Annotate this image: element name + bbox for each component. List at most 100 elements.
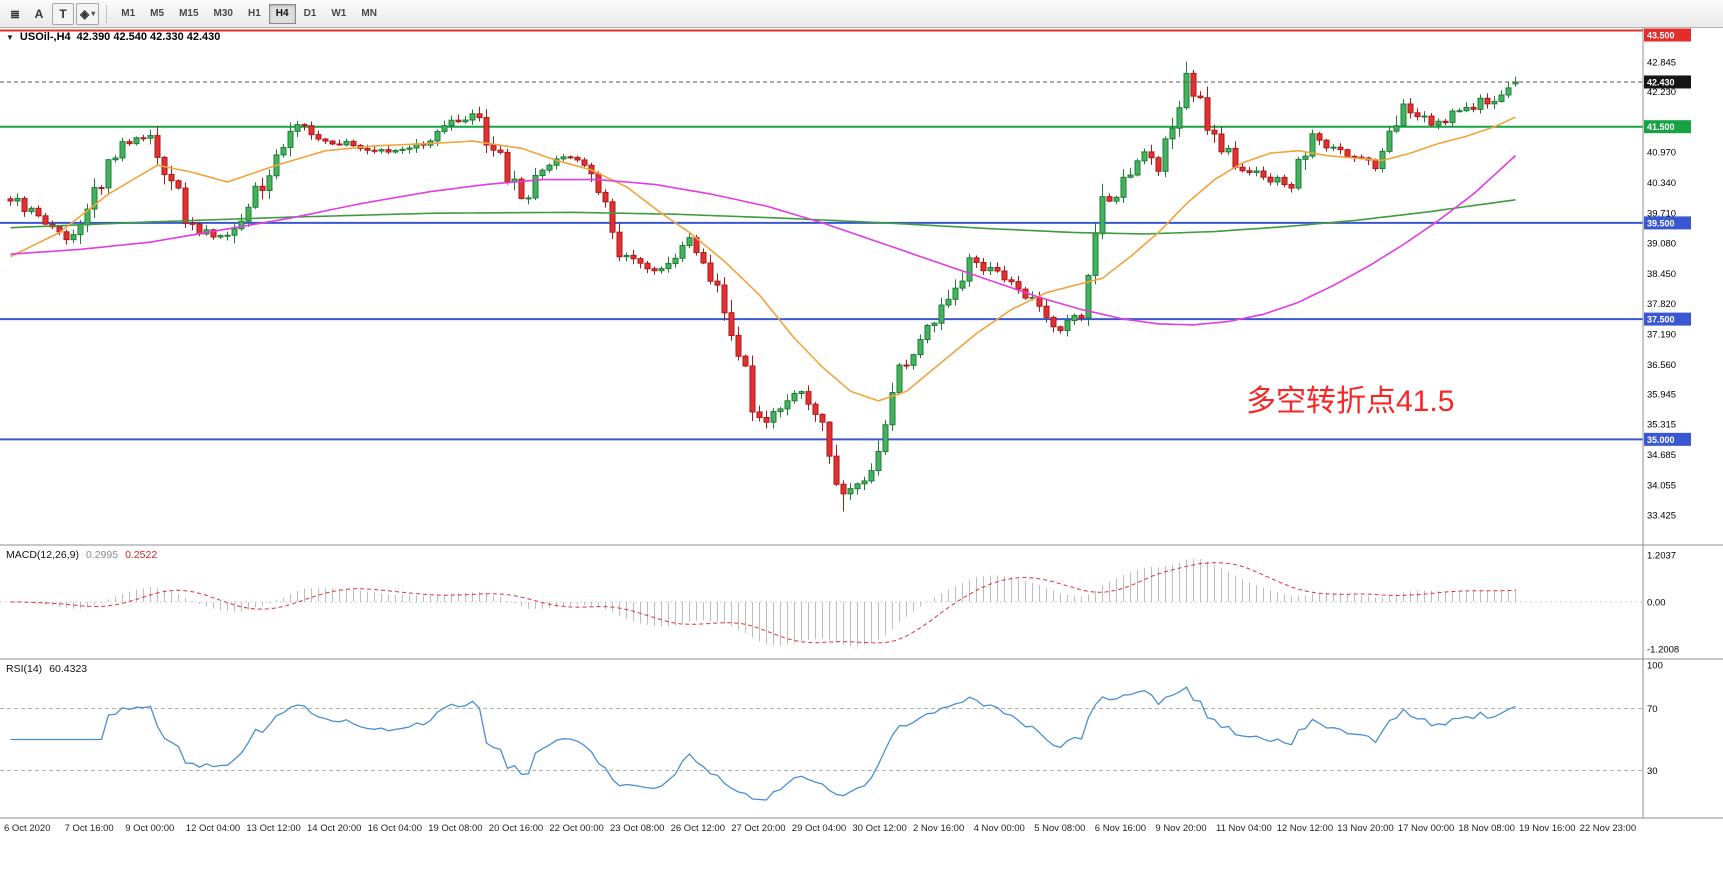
rsi-scale-label: 30 (1647, 766, 1658, 777)
candle (889, 392, 896, 426)
candle (756, 411, 763, 418)
candle (315, 134, 322, 140)
candle (462, 119, 469, 123)
timeframe-w1-button[interactable]: W1 (324, 4, 353, 24)
candle (63, 231, 70, 241)
timeframe-h4-button[interactable]: H4 (268, 3, 296, 24)
candle (1498, 94, 1505, 102)
candle (42, 215, 49, 225)
candle (616, 231, 623, 258)
candle (826, 421, 833, 457)
label-tool-icon[interactable]: T (52, 2, 74, 25)
candle (630, 254, 637, 260)
candle (175, 180, 182, 189)
candle (1253, 170, 1260, 173)
chart-area[interactable]: 42.845 42.230 40.970 40.340 39.710 39.080 38.4… (0, 28, 1723, 896)
timeframe-d1-button[interactable]: D1 (297, 4, 324, 24)
chart-canvas[interactable]: 42.845 42.230 40.970 40.340 39.710 39.080 38.4… (0, 28, 1723, 896)
dropdown-caret-icon: ▾ (91, 9, 96, 18)
current-price-badge (1644, 75, 1691, 89)
candle (1246, 170, 1253, 173)
candle (238, 220, 245, 230)
level-price-badge (1644, 28, 1691, 42)
candle (1372, 159, 1379, 170)
candle (1043, 305, 1050, 318)
candle (1407, 103, 1414, 114)
time-label: 22 Oct 00:00 (549, 823, 603, 834)
symbol-dropdown-icon[interactable]: ▼ (6, 32, 14, 42)
candle (399, 148, 406, 151)
candle (777, 408, 784, 413)
candle (966, 257, 973, 282)
candle (735, 334, 742, 357)
indicator-list-icon[interactable]: ≣ (4, 3, 26, 25)
candle (140, 137, 147, 140)
candle (182, 187, 189, 224)
candle (350, 140, 357, 147)
timeframe-h1-button[interactable]: H1 (241, 4, 268, 24)
candle (1120, 176, 1127, 198)
candle (1190, 72, 1197, 97)
timeframe-m30-button[interactable]: M30 (207, 4, 240, 24)
macd-pane[interactable] (0, 558, 1643, 646)
candle (1267, 176, 1274, 183)
time-label: 20 Oct 16:00 (489, 823, 543, 834)
candle (609, 201, 616, 233)
timeframe-mn-button[interactable]: MN (354, 4, 384, 24)
candle (490, 144, 497, 151)
timeframe-group: M1 M5 M15 M30 H1 H4 D1 W1 MN (114, 3, 384, 24)
text-tool-icon[interactable]: A (28, 3, 50, 25)
candle (658, 268, 665, 272)
rsi-title: RSI(14) (6, 663, 43, 675)
candle (903, 364, 910, 367)
candle (749, 365, 756, 413)
price-scale-label: 39.710 (1647, 208, 1676, 219)
candle (189, 222, 196, 225)
time-label: 16 Oct 04:00 (368, 823, 422, 834)
candle (560, 156, 567, 160)
rsi-pane[interactable] (0, 686, 1643, 801)
price-scale[interactable]: 42.845 42.230 40.970 40.340 39.710 39.080 38.4… (1644, 28, 1691, 778)
macd-indicator-label: MACD(12,26,9) 0.2995 0.2522 (6, 549, 157, 561)
candle (917, 339, 924, 356)
candle (217, 235, 224, 238)
candle (448, 119, 455, 127)
candle (882, 424, 889, 452)
time-label: 9 Oct 00:00 (125, 823, 174, 834)
candle (70, 234, 77, 241)
candle (301, 124, 308, 127)
level-price-badge-text: 39.500 (1647, 218, 1675, 228)
candle (133, 137, 140, 145)
timeframe-m1-button[interactable]: M1 (114, 4, 142, 24)
candle (1001, 270, 1008, 281)
candle (819, 413, 826, 423)
candle (252, 185, 259, 208)
timeframe-m5-button[interactable]: M5 (143, 4, 171, 24)
price-scale-label: 40.970 (1647, 148, 1676, 159)
candle (1155, 157, 1162, 172)
rsi-scale-label: 70 (1647, 704, 1658, 715)
macd-scale-label: 1.2037 (1647, 551, 1676, 562)
current-price-badge-text: 42.430 (1647, 77, 1675, 87)
candle (112, 157, 119, 161)
time-label: 18 Nov 08:00 (1458, 823, 1515, 834)
level-price-badge-text: 43.500 (1647, 31, 1675, 41)
time-label: 2 Nov 16:00 (913, 823, 964, 834)
macd-title: MACD(12,26,9) (6, 549, 79, 561)
macd-signal-line (10, 562, 1516, 644)
candle (224, 234, 231, 237)
candle (504, 151, 511, 183)
shapes-tool-icon[interactable]: ◈ ▾ (76, 2, 100, 25)
candle (553, 158, 560, 166)
time-label: 17 Nov 00:00 (1398, 823, 1455, 834)
toolbar: ≣ A T ◈ ▾ M1 M5 M15 M30 H1 H4 D1 W1 MN (0, 0, 1723, 28)
candle (973, 257, 980, 263)
candle (532, 175, 539, 199)
time-label: 5 Nov 08:00 (1034, 823, 1085, 834)
time-axis[interactable]: 6 Oct 2020 7 Oct 16:00 9 Oct 00:00 12 Oct 0… (4, 823, 1636, 834)
candle (665, 263, 672, 270)
timeframe-m15-button[interactable]: M15 (172, 4, 205, 24)
candle (1260, 170, 1267, 178)
time-label: 4 Nov 00:00 (974, 823, 1025, 834)
